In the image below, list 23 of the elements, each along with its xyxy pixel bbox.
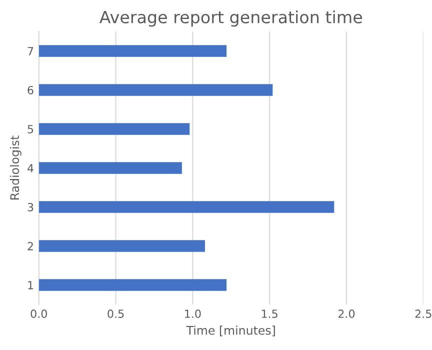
y-tick-label: 4 — [27, 164, 34, 172]
x-axis-title: Time [minutes] — [186, 326, 275, 336]
y-tick-label: 1 — [28, 281, 33, 290]
chart-title: Average report generation time — [99, 10, 362, 27]
bar — [38, 162, 182, 174]
y-tick-label: 3 — [28, 202, 34, 212]
x-tick-label: 1.5 — [262, 310, 278, 318]
bar — [38, 123, 190, 135]
bar — [38, 279, 227, 291]
y-tick-label: 2 — [28, 242, 33, 250]
x-tick-label: 1.0 — [185, 310, 201, 318]
y-tick-label: 6 — [28, 86, 34, 94]
x-tick-label: 2.0 — [338, 310, 355, 318]
y-axis-title: Radiologist — [10, 136, 22, 200]
x-tick-label: 0.0 — [30, 310, 47, 318]
bar — [38, 201, 334, 213]
y-tick-label: 5 — [28, 125, 34, 134]
y-tick-label: 7 — [28, 47, 34, 56]
bar — [38, 84, 273, 96]
x-tick-label: 0.5 — [108, 310, 124, 318]
bar — [38, 240, 205, 252]
x-tick-label: 2.5 — [415, 310, 432, 318]
bar — [38, 45, 227, 57]
